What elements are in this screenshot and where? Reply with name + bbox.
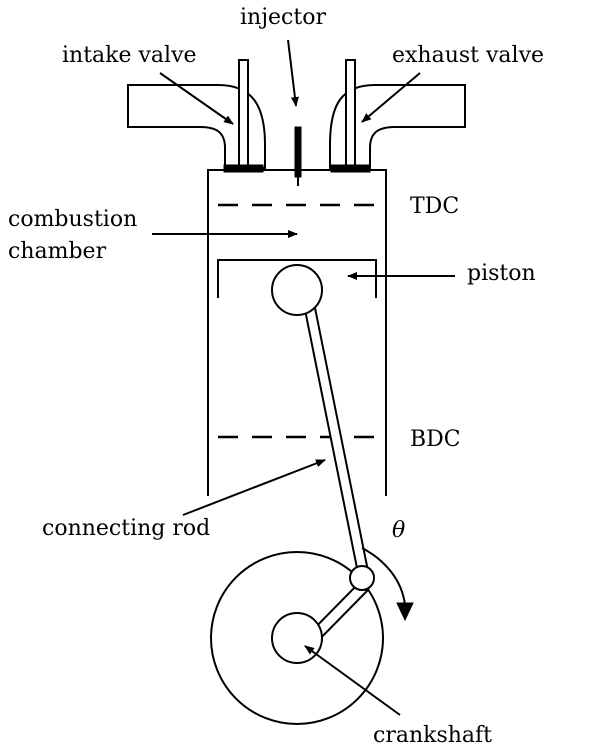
exhaust-valve-arrow xyxy=(361,72,421,123)
tdc-label: TDC xyxy=(410,194,459,219)
crank-pin xyxy=(349,565,375,591)
crankshaft-label: crankshaft xyxy=(373,723,492,748)
injector-arrow xyxy=(287,39,299,107)
intake-valve-seat xyxy=(223,164,264,173)
crankshaft-journal xyxy=(271,612,323,664)
piston xyxy=(217,259,377,298)
cylinder-wall xyxy=(207,169,387,496)
combustion-chamber-label-line1: combustion xyxy=(8,207,137,232)
exhaust-valve-seat xyxy=(330,164,371,173)
connecting-rod xyxy=(299,286,371,580)
connecting-rod-arrow xyxy=(182,459,326,516)
intake-valve-stem xyxy=(238,59,249,169)
wrist-pin xyxy=(271,264,323,316)
rotation-arc xyxy=(361,547,406,606)
bdc-label: BDC xyxy=(410,427,461,452)
piston-label: piston xyxy=(467,261,536,286)
intake-valve-label: intake valve xyxy=(62,43,197,68)
combustion-chamber-label-line2: chamber xyxy=(8,239,107,264)
intake-valve-arrow xyxy=(159,72,234,125)
theta-label: θ xyxy=(392,518,405,543)
injector-label: injector xyxy=(240,5,326,30)
crankshaft-arrow xyxy=(304,645,401,716)
connecting-rod-label: connecting rod xyxy=(42,516,210,541)
rotation-arrow-head xyxy=(396,602,414,622)
exhaust-valve-stem xyxy=(345,59,356,169)
exhaust-valve-label: exhaust valve xyxy=(392,43,544,68)
